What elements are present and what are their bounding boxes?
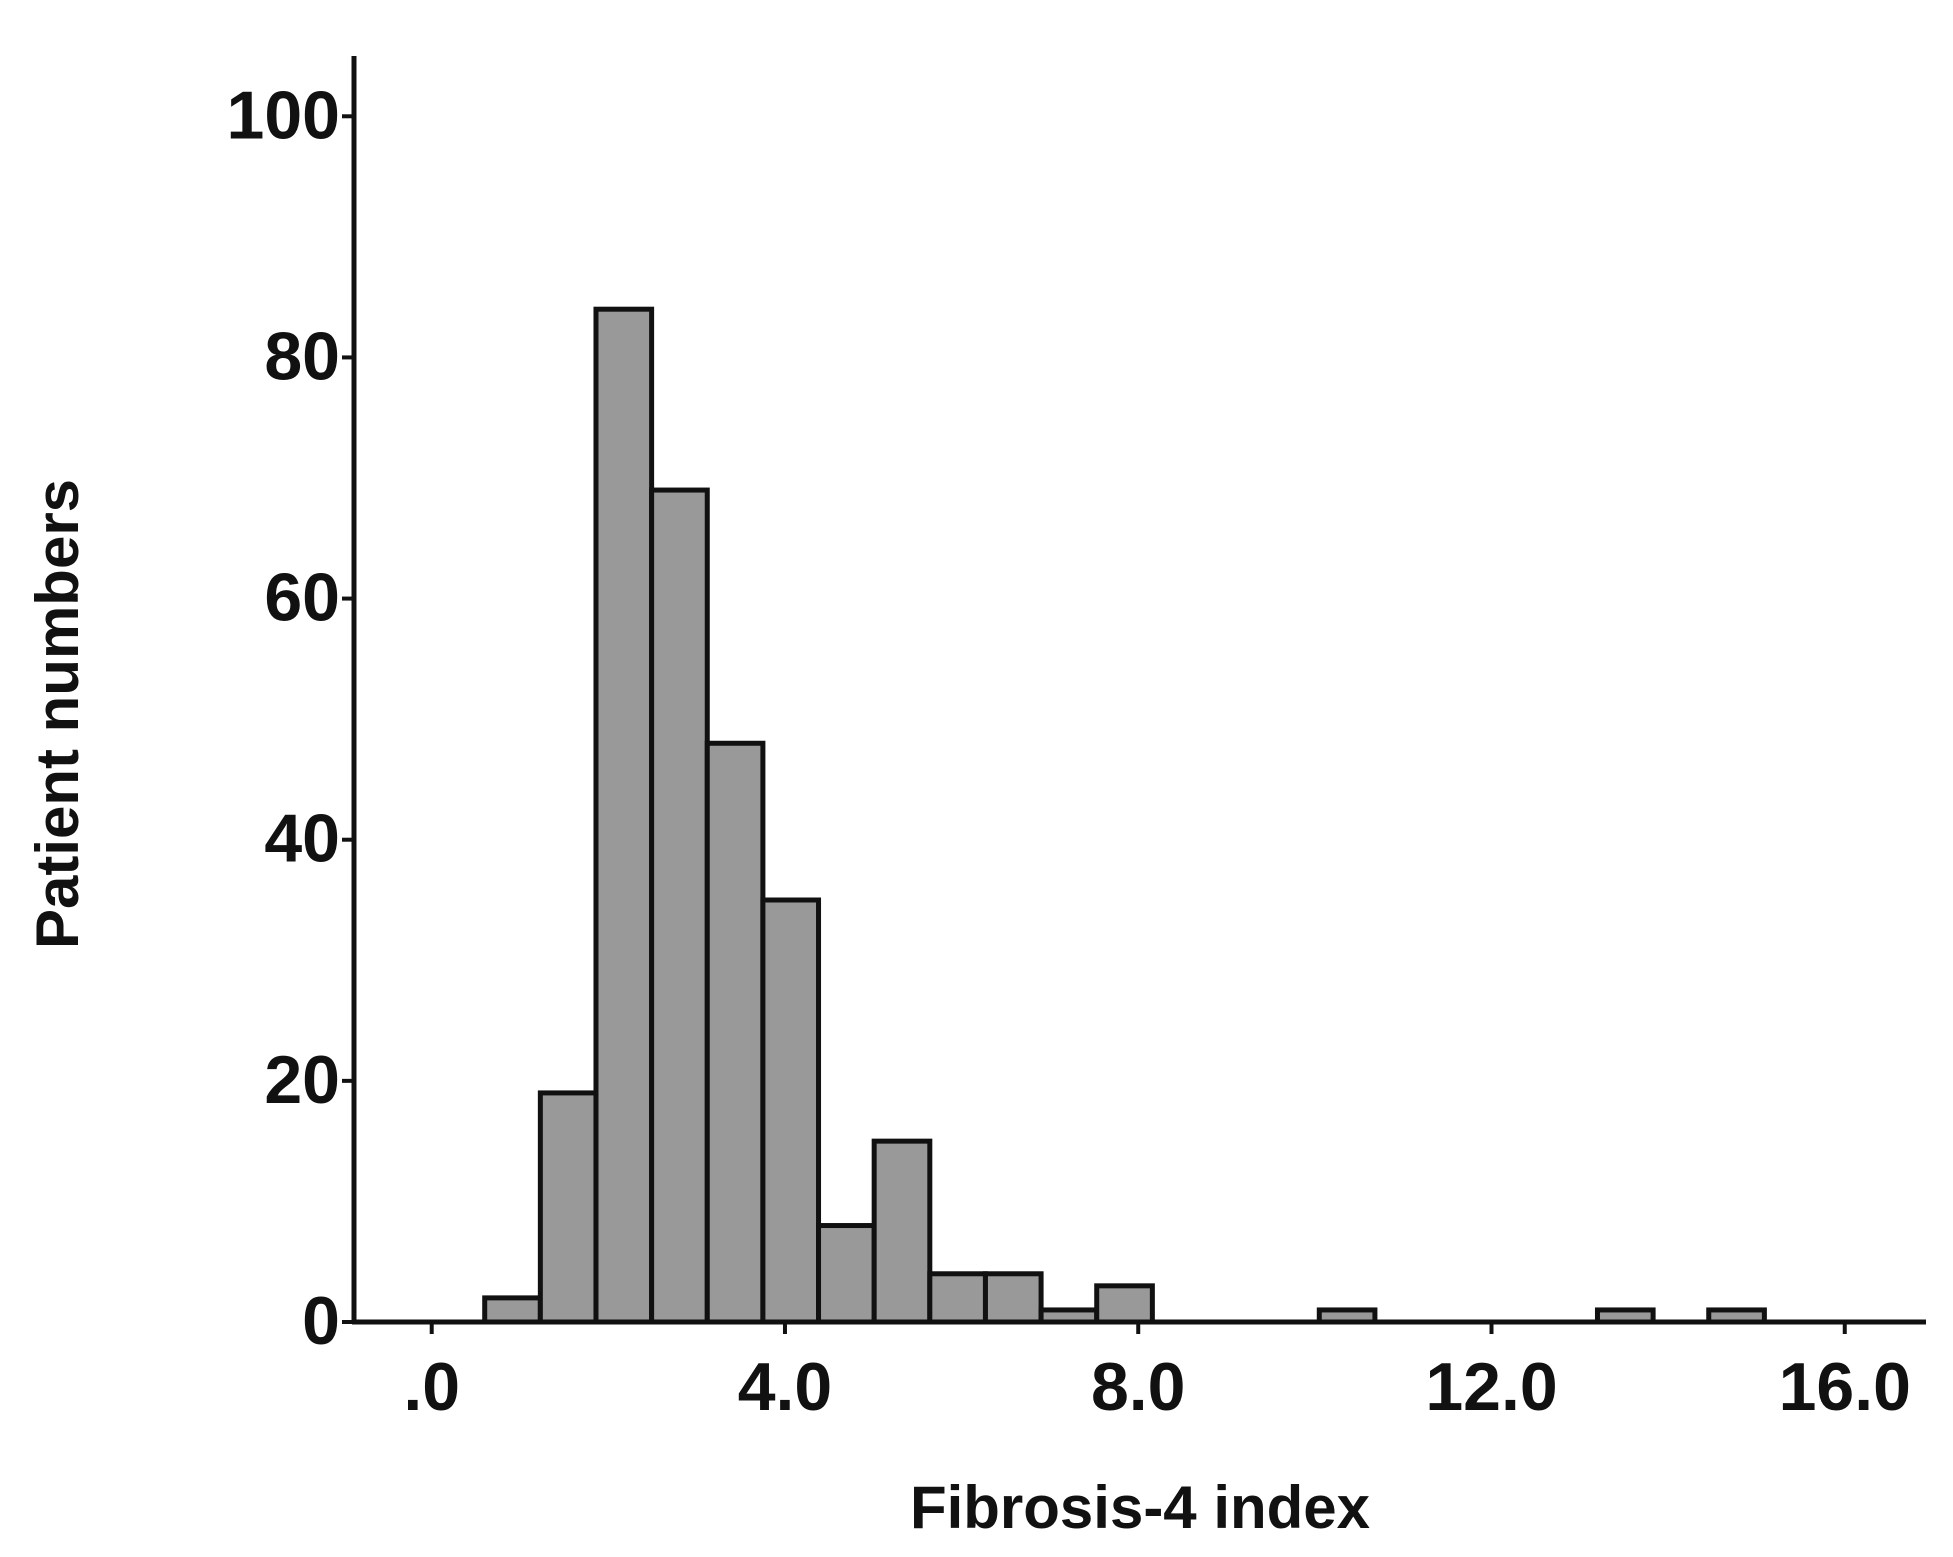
bar <box>649 487 710 1325</box>
y-tick-label: 80 <box>264 318 340 394</box>
y-axis-title: Patient numbers <box>24 479 91 949</box>
bar <box>482 1295 543 1325</box>
bar <box>816 1223 877 1325</box>
bar <box>1094 1283 1155 1325</box>
y-tick-label: 0 <box>302 1283 340 1359</box>
x-axis-title: Fibrosis-4 index <box>910 1474 1370 1541</box>
y-tick-label: 60 <box>264 560 340 636</box>
bar <box>537 1090 599 1325</box>
bar <box>982 1271 1044 1325</box>
bar <box>760 897 822 1325</box>
bar <box>704 740 766 1325</box>
bar <box>593 306 655 1325</box>
x-tick-label: 16.0 <box>1779 1349 1911 1425</box>
bar <box>871 1138 933 1325</box>
x-tick-label: .0 <box>403 1349 460 1425</box>
y-tick-label: 100 <box>227 77 340 153</box>
x-tick-label: 8.0 <box>1091 1349 1186 1425</box>
y-tick-label: 20 <box>264 1042 340 1118</box>
x-tick-label: 12.0 <box>1425 1349 1557 1425</box>
bar <box>927 1271 988 1325</box>
x-tick-label: 4.0 <box>738 1349 833 1425</box>
y-tick-label: 40 <box>264 801 340 877</box>
